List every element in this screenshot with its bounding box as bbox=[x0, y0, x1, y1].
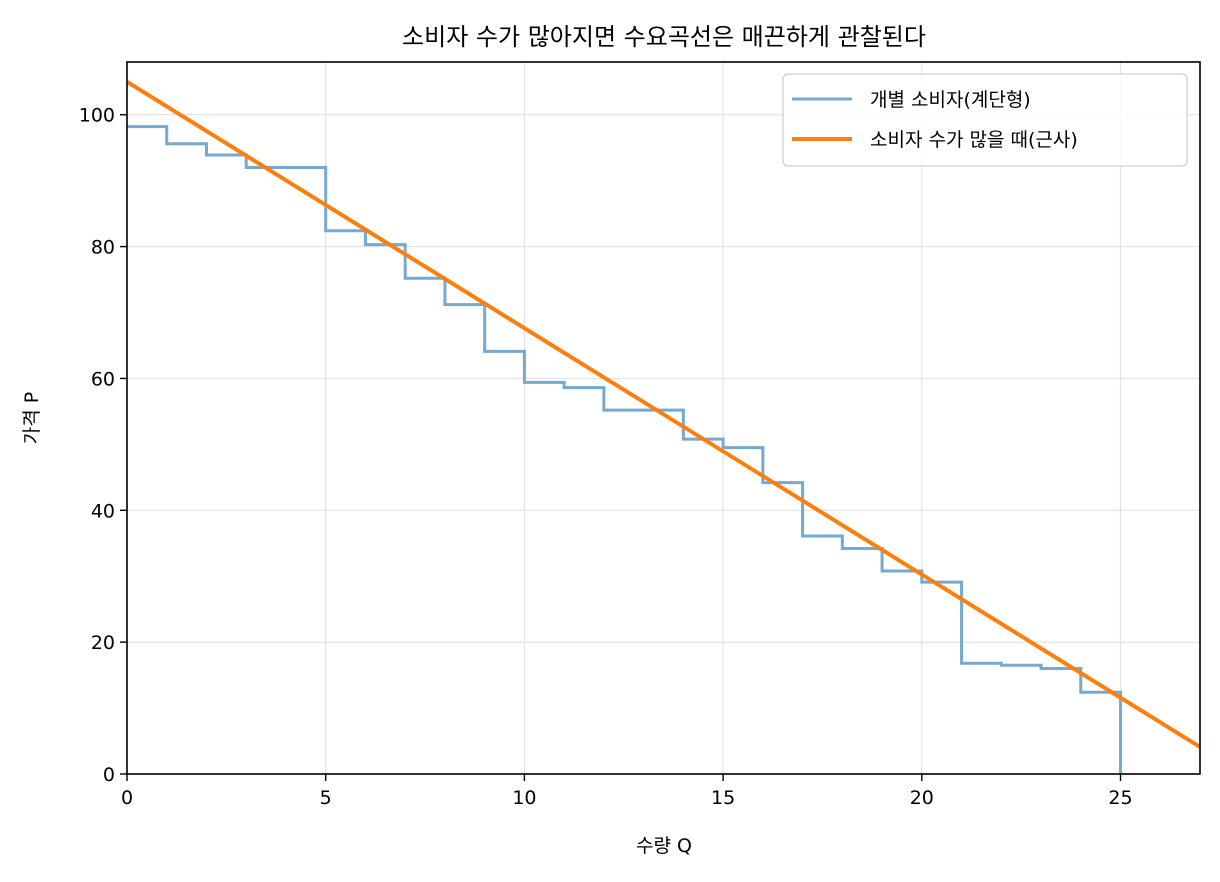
series-layer bbox=[127, 80, 1200, 774]
x-tick-label: 5 bbox=[320, 787, 332, 809]
legend-label-step: 개별 소비자(계단형) bbox=[870, 89, 1031, 111]
y-tick-label: 100 bbox=[79, 105, 115, 127]
y-axis-label: 가격 P bbox=[21, 392, 43, 444]
y-tick-label: 20 bbox=[91, 632, 115, 654]
x-axis-ticks: 0 5 10 15 20 25 bbox=[121, 774, 1133, 809]
x-axis-label: 수량 Q bbox=[636, 835, 692, 857]
x-tick-label: 0 bbox=[121, 787, 133, 809]
legend: 개별 소비자(계단형) 소비자 수가 많을 때(근사) bbox=[782, 73, 1188, 167]
x-tick-label: 10 bbox=[512, 787, 536, 809]
chart-title: 소비자 수가 많아지면 수요곡선은 매끈하게 관찰된다 bbox=[402, 23, 926, 51]
x-tick-label: 25 bbox=[1108, 787, 1132, 809]
smooth-demand-line bbox=[127, 80, 1200, 749]
y-axis-ticks: 0 20 40 60 80 100 bbox=[79, 105, 127, 786]
x-tick-label: 20 bbox=[910, 787, 934, 809]
step-demand-series bbox=[127, 125, 1123, 774]
y-tick-label: 0 bbox=[103, 764, 115, 786]
x-tick-label: 15 bbox=[711, 787, 735, 809]
legend-box bbox=[782, 73, 1188, 167]
legend-label-line: 소비자 수가 많을 때(근사) bbox=[870, 129, 1078, 151]
plot-frame bbox=[126, 61, 1201, 775]
y-tick-label: 40 bbox=[91, 500, 115, 522]
y-tick-label: 80 bbox=[91, 237, 115, 259]
y-tick-label: 60 bbox=[91, 368, 115, 390]
